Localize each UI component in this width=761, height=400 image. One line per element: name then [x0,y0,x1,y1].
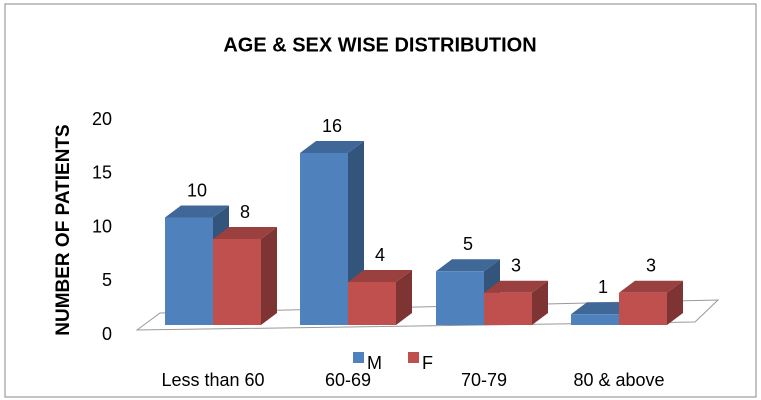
bar-side [667,280,683,325]
y-tick-label: 15 [92,163,112,183]
value-label: 5 [463,234,473,254]
bar [484,280,548,325]
x-tick-label: Less than 60 [161,370,264,390]
bar-front [348,282,396,325]
bar-top [619,280,683,293]
bar-front [165,217,213,325]
bar-front [619,292,667,325]
y-tick-label: 10 [92,216,112,236]
bar [213,227,277,325]
value-label: 16 [322,116,342,136]
bar [619,280,683,325]
y-tick-label: 0 [102,324,112,344]
value-label: 3 [646,256,656,276]
value-label: 4 [375,245,385,265]
bar-top [213,227,277,239]
bar-front [300,153,348,325]
bar-top [484,280,548,293]
bar-front [436,271,484,325]
bar-side [261,227,277,325]
bar-top [348,270,412,282]
legend-swatch [353,352,364,363]
value-label: 10 [187,180,207,200]
bar-front [571,314,619,325]
value-label: 8 [240,202,250,222]
bar-top [300,141,364,153]
chart-title: AGE & SEX WISE DISTRIBUTION [223,34,536,56]
value-label: 1 [598,277,608,297]
bar-side [532,280,548,325]
bar-top [165,205,229,218]
legend-label: F [422,353,433,373]
x-tick-label: 80 & above [573,370,664,390]
bar-front [484,292,532,325]
y-tick-label: 5 [102,270,112,290]
chart-border [4,3,757,398]
y-tick-label: 20 [92,109,112,129]
bar-front [213,239,261,325]
legend-swatch [408,352,419,363]
x-tick-label: 60-69 [325,370,371,390]
x-tick-label: 70-79 [461,370,507,390]
y-axis-label: NUMBER OF PATIENTS [53,124,74,335]
value-label: 3 [511,256,521,276]
legend-label: M [367,353,382,373]
bar-top [436,259,500,272]
bar [348,270,412,325]
bar-side [396,270,412,325]
